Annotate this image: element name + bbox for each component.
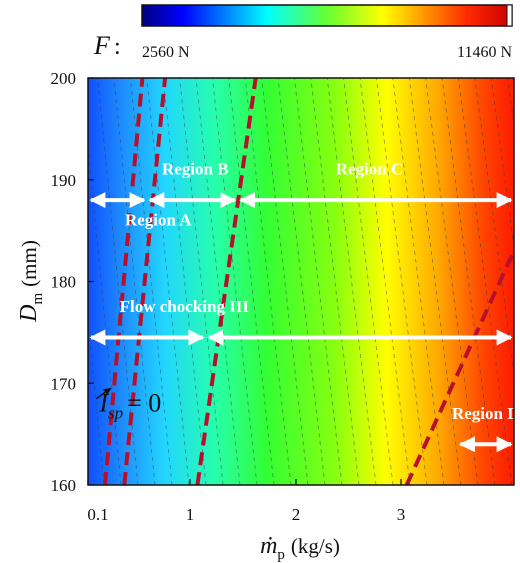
boundary-line (404, 250, 514, 485)
region-label: Flow chocking III (120, 297, 250, 316)
y-axis-label: Dm (mm) (16, 240, 46, 323)
x-tick-label: 0.1 (87, 505, 108, 524)
x-axis-ticks: 0.1 1 2 3 (87, 479, 405, 524)
x-axis-symbol: ṁ (260, 533, 277, 559)
colorbar-max-cap (506, 4, 513, 27)
x-tick-label: 2 (292, 505, 301, 524)
colorbar-separator: : (114, 34, 121, 60)
colorbar-symbol: F (93, 31, 111, 60)
colorbar (141, 4, 513, 27)
y-axis-symbol: D (16, 304, 42, 322)
x-axis-label: ṁp (kg/s) (260, 533, 340, 563)
x-axis-subscript: p (277, 547, 285, 563)
isp-arrow (95, 387, 112, 400)
y-axis-subscript: m (30, 292, 46, 304)
plot-area: Region A Region B Region C Flow chocking II… (87, 77, 520, 486)
boundary-line (122, 78, 168, 485)
y-tick-label: 170 (51, 374, 77, 393)
isp-annotation: Isp = 0 (95, 387, 161, 423)
isp-symbol: I (98, 389, 109, 418)
isp-subscript: sp (108, 404, 123, 423)
region-label: Region B (162, 160, 229, 179)
boundary-line (195, 78, 258, 485)
y-axis-unit: (mm) (17, 240, 41, 287)
x-axis-unit: (kg/s) (291, 534, 340, 558)
isp-equals: = 0 (127, 389, 161, 418)
x-tick-label: 3 (397, 505, 406, 524)
colorbar-min-label: 2560 N (142, 44, 190, 61)
boundary-line (103, 78, 145, 485)
region-arrows: Region A Region B Region C Flow chocking II… (89, 160, 520, 453)
region-label: Region D (452, 404, 520, 423)
contour-field (88, 78, 514, 485)
y-axis-ticks: 160 170 180 190 200 (51, 69, 94, 495)
region-label: Region A (125, 211, 192, 230)
isp-label: Isp = 0 (98, 389, 161, 423)
y-tick-label: 190 (51, 171, 77, 190)
y-tick-label: 160 (51, 476, 77, 495)
y-tick-label: 200 (51, 69, 77, 88)
region-label: Region C (336, 160, 404, 179)
y-tick-label: 180 (51, 273, 77, 292)
boundary-lines (103, 78, 514, 485)
x-tick-label: 1 (186, 505, 195, 524)
colorbar-max-label: 11460 N (457, 44, 512, 61)
